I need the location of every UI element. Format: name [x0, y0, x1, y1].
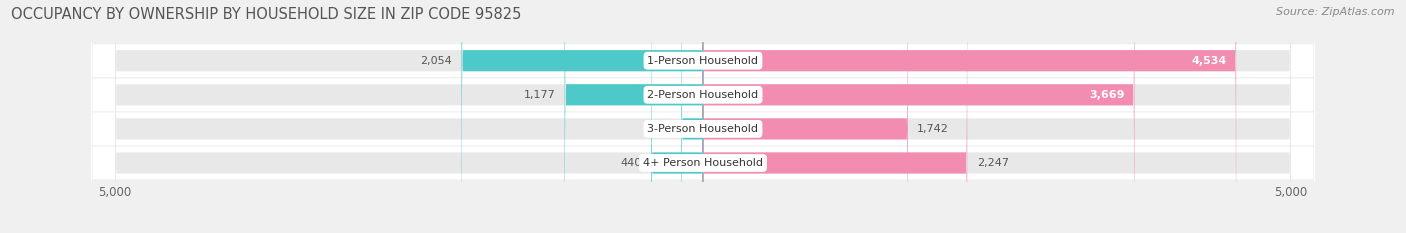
Text: 3-Person Household: 3-Person Household	[648, 124, 758, 134]
FancyBboxPatch shape	[91, 0, 1315, 233]
Text: 4,534: 4,534	[1191, 56, 1227, 66]
FancyBboxPatch shape	[565, 0, 703, 233]
FancyBboxPatch shape	[115, 0, 1291, 233]
FancyBboxPatch shape	[461, 0, 703, 233]
FancyBboxPatch shape	[91, 0, 1315, 233]
FancyBboxPatch shape	[115, 0, 1291, 233]
Text: 1,742: 1,742	[917, 124, 949, 134]
FancyBboxPatch shape	[115, 0, 1291, 233]
Text: 3,669: 3,669	[1090, 90, 1125, 100]
FancyBboxPatch shape	[703, 0, 1236, 233]
Text: 2-Person Household: 2-Person Household	[647, 90, 759, 100]
Text: 2,247: 2,247	[977, 158, 1008, 168]
Text: 4+ Person Household: 4+ Person Household	[643, 158, 763, 168]
FancyBboxPatch shape	[91, 0, 1315, 233]
Text: 1-Person Household: 1-Person Household	[648, 56, 758, 66]
Text: OCCUPANCY BY OWNERSHIP BY HOUSEHOLD SIZE IN ZIP CODE 95825: OCCUPANCY BY OWNERSHIP BY HOUSEHOLD SIZE…	[11, 7, 522, 22]
Text: 184: 184	[651, 124, 672, 134]
FancyBboxPatch shape	[91, 0, 1315, 233]
FancyBboxPatch shape	[682, 0, 703, 233]
Text: Source: ZipAtlas.com: Source: ZipAtlas.com	[1277, 7, 1395, 17]
Text: 2,054: 2,054	[420, 56, 453, 66]
FancyBboxPatch shape	[651, 0, 703, 233]
FancyBboxPatch shape	[703, 0, 908, 233]
FancyBboxPatch shape	[703, 0, 1135, 233]
FancyBboxPatch shape	[115, 0, 1291, 233]
FancyBboxPatch shape	[703, 0, 967, 233]
Text: 1,177: 1,177	[523, 90, 555, 100]
Text: 440: 440	[620, 158, 643, 168]
